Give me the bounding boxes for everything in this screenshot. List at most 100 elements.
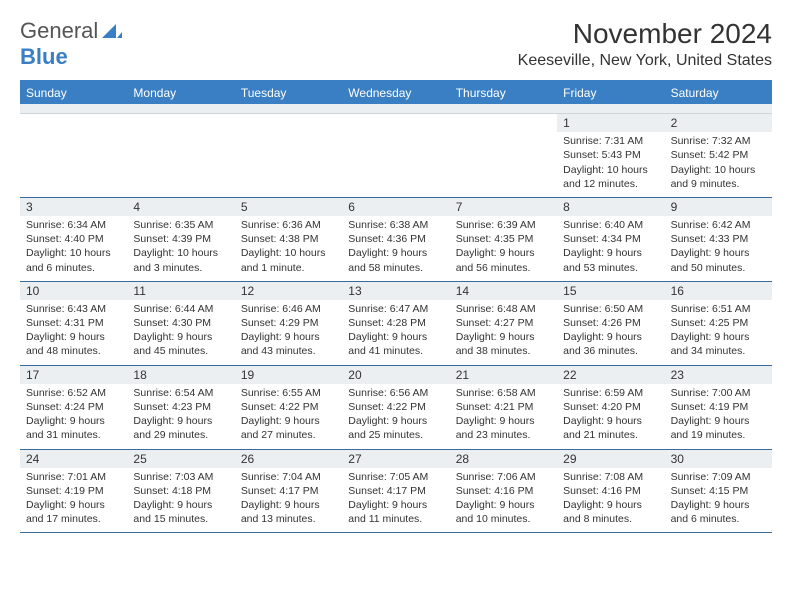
sunrise-text: Sunrise: 6:43 AM: [26, 302, 121, 316]
logo-sail-icon: [102, 18, 122, 43]
day-number: 18: [127, 366, 234, 384]
day-number: 28: [450, 450, 557, 468]
sunrise-text: Sunrise: 6:42 AM: [671, 218, 766, 232]
sunrise-text: Sunrise: 7:31 AM: [563, 134, 658, 148]
sunset-text: Sunset: 4:16 PM: [456, 484, 551, 498]
daylight-text: Daylight: 10 hours and 6 minutes.: [26, 246, 121, 274]
sunrise-text: Sunrise: 7:04 AM: [241, 470, 336, 484]
day-cell: 9 Sunrise: 6:42 AMSunset: 4:33 PMDaylight…: [665, 198, 772, 281]
sunrise-text: Sunrise: 6:46 AM: [241, 302, 336, 316]
week-row: 3Sunrise: 6:34 AMSunset: 4:40 PMDaylight…: [20, 198, 772, 282]
sunset-text: Sunset: 4:39 PM: [133, 232, 228, 246]
sunrise-text: Sunrise: 6:35 AM: [133, 218, 228, 232]
day-cell: 21Sunrise: 6:58 AMSunset: 4:21 PMDayligh…: [450, 366, 557, 449]
sunset-text: Sunset: 4:36 PM: [348, 232, 443, 246]
day-number: 24: [20, 450, 127, 468]
week-row: 17Sunrise: 6:52 AMSunset: 4:24 PMDayligh…: [20, 366, 772, 450]
title-block: November 2024 Keeseville, New York, Unit…: [518, 18, 772, 70]
day-number: 26: [235, 450, 342, 468]
sunrise-text: Sunrise: 6:36 AM: [241, 218, 336, 232]
sunset-text: Sunset: 4:19 PM: [671, 400, 766, 414]
day-cell: 4Sunrise: 6:35 AMSunset: 4:39 PMDaylight…: [127, 198, 234, 281]
sunrise-text: Sunrise: 6:47 AM: [348, 302, 443, 316]
sunrise-text: Sunrise: 7:32 AM: [671, 134, 766, 148]
daylight-text: Daylight: 9 hours and 8 minutes.: [563, 498, 658, 526]
day-cell: 7Sunrise: 6:39 AMSunset: 4:35 PMDaylight…: [450, 198, 557, 281]
daylight-text: Daylight: 9 hours and 10 minutes.: [456, 498, 551, 526]
day-cell: 12Sunrise: 6:46 AMSunset: 4:29 PMDayligh…: [235, 282, 342, 365]
day-number: 9: [665, 198, 772, 216]
header: General Blue November 2024 Keeseville, N…: [20, 18, 772, 70]
logo-line1: General: [20, 18, 98, 43]
sunset-text: Sunset: 4:24 PM: [26, 400, 121, 414]
day-empty: [450, 114, 557, 197]
sunset-text: Sunset: 4:33 PM: [671, 232, 766, 246]
day-number: 21: [450, 366, 557, 384]
day-cell: 20 Sunrise: 6:56 AMSunset: 4:22 PMDayligh…: [342, 366, 449, 449]
day-cell: 22Sunrise: 6:59 AMSunset: 4:20 PMDayligh…: [557, 366, 664, 449]
daylight-text: Daylight: 9 hours and 25 minutes.: [348, 414, 443, 442]
weekday-wed: Wednesday: [342, 82, 449, 104]
sunrise-text: Sunrise: 6:52 AM: [26, 386, 121, 400]
weekday-thu: Thursday: [450, 82, 557, 104]
sunset-text: Sunset: 4:38 PM: [241, 232, 336, 246]
week-row: 10Sunrise: 6:43 AMSunset: 4:31 PMDayligh…: [20, 282, 772, 366]
sunrise-text: Sunrise: 7:00 AM: [671, 386, 766, 400]
calendar-page: General Blue November 2024 Keeseville, N…: [0, 0, 792, 533]
sunrise-text: Sunrise: 6:59 AM: [563, 386, 658, 400]
day-cell: 11Sunrise: 6:44 AMSunset: 4:30 PMDayligh…: [127, 282, 234, 365]
sunset-text: Sunset: 4:17 PM: [348, 484, 443, 498]
daylight-text: Daylight: 10 hours and 12 minutes.: [563, 163, 658, 191]
day-cell: 16Sunrise: 6:51 AMSunset: 4:25 PMDayligh…: [665, 282, 772, 365]
sunset-text: Sunset: 4:27 PM: [456, 316, 551, 330]
sunrise-text: Sunrise: 6:58 AM: [456, 386, 551, 400]
daylight-text: Daylight: 10 hours and 1 minute.: [241, 246, 336, 274]
day-number: 16: [665, 282, 772, 300]
day-number: 14: [450, 282, 557, 300]
day-cell: 8Sunrise: 6:40 AMSunset: 4:34 PMDaylight…: [557, 198, 664, 281]
sunset-text: Sunset: 4:15 PM: [671, 484, 766, 498]
weekday-fri: Friday: [557, 82, 664, 104]
daylight-text: Daylight: 9 hours and 48 minutes.: [26, 330, 121, 358]
day-cell: 23Sunrise: 7:00 AMSunset: 4:19 PMDayligh…: [665, 366, 772, 449]
sunrise-text: Sunrise: 6:56 AM: [348, 386, 443, 400]
daylight-text: Daylight: 9 hours and 29 minutes.: [133, 414, 228, 442]
day-empty: [127, 114, 234, 197]
sunset-text: Sunset: 4:35 PM: [456, 232, 551, 246]
day-number: 15: [557, 282, 664, 300]
daylight-text: Daylight: 9 hours and 11 minutes.: [348, 498, 443, 526]
day-number: 2: [665, 114, 772, 132]
daylight-text: Daylight: 9 hours and 50 minutes.: [671, 246, 766, 274]
sunrise-text: Sunrise: 7:08 AM: [563, 470, 658, 484]
sunset-text: Sunset: 4:23 PM: [133, 400, 228, 414]
sunset-text: Sunset: 4:17 PM: [241, 484, 336, 498]
sunset-text: Sunset: 4:20 PM: [563, 400, 658, 414]
sunset-text: Sunset: 4:25 PM: [671, 316, 766, 330]
day-number: 20: [342, 366, 449, 384]
daylight-text: Daylight: 9 hours and 56 minutes.: [456, 246, 551, 274]
weekday-mon: Monday: [127, 82, 234, 104]
daylight-text: Daylight: 9 hours and 45 minutes.: [133, 330, 228, 358]
sunrise-text: Sunrise: 7:03 AM: [133, 470, 228, 484]
sunset-text: Sunset: 4:16 PM: [563, 484, 658, 498]
day-cell: 26Sunrise: 7:04 AMSunset: 4:17 PMDayligh…: [235, 450, 342, 533]
daylight-text: Daylight: 9 hours and 21 minutes.: [563, 414, 658, 442]
sunset-text: Sunset: 4:19 PM: [26, 484, 121, 498]
sunrise-text: Sunrise: 6:39 AM: [456, 218, 551, 232]
day-number: 1: [557, 114, 664, 132]
day-cell: 14Sunrise: 6:48 AMSunset: 4:27 PMDayligh…: [450, 282, 557, 365]
sunset-text: Sunset: 5:43 PM: [563, 148, 658, 162]
logo-text: General Blue: [20, 18, 122, 70]
day-number: 12: [235, 282, 342, 300]
daylight-text: Daylight: 9 hours and 36 minutes.: [563, 330, 658, 358]
sunset-text: Sunset: 5:42 PM: [671, 148, 766, 162]
day-cell: 30Sunrise: 7:09 AMSunset: 4:15 PMDayligh…: [665, 450, 772, 533]
daylight-text: Daylight: 9 hours and 43 minutes.: [241, 330, 336, 358]
day-cell: 27Sunrise: 7:05 AMSunset: 4:17 PMDayligh…: [342, 450, 449, 533]
sunset-text: Sunset: 4:22 PM: [348, 400, 443, 414]
day-number: 27: [342, 450, 449, 468]
sunrise-text: Sunrise: 6:55 AM: [241, 386, 336, 400]
daylight-text: Daylight: 9 hours and 53 minutes.: [563, 246, 658, 274]
day-empty: [235, 114, 342, 197]
sunrise-text: Sunrise: 6:51 AM: [671, 302, 766, 316]
